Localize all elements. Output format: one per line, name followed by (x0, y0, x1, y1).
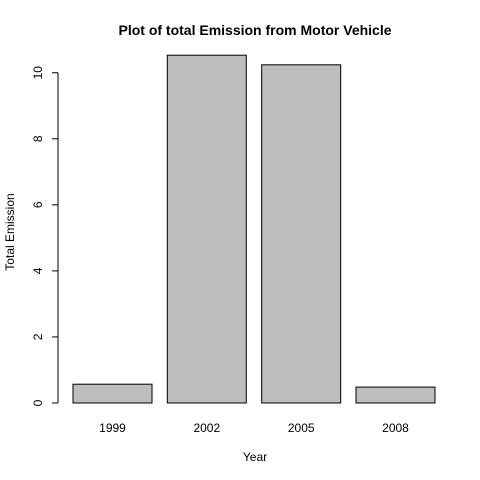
y-tick-label-6: 6 (31, 201, 45, 208)
x-tick-label-2008: 2008 (382, 421, 409, 435)
y-axis-ticks: 0 2 4 6 8 10 (31, 66, 58, 406)
y-axis-label: Total Emission (3, 193, 17, 270)
y-tick-label-8: 8 (31, 135, 45, 142)
x-tick-label-2002: 2002 (193, 421, 220, 435)
x-axis-labels: 1999 2002 2005 2008 (99, 421, 409, 435)
bar-2008 (355, 386, 436, 404)
x-axis-label: Year (243, 450, 267, 464)
bar-1999 (72, 383, 153, 404)
bar-2005 (261, 64, 342, 404)
x-tick-label-1999: 1999 (99, 421, 126, 435)
y-tick-label-2: 2 (31, 333, 45, 340)
y-tick-label-4: 4 (31, 267, 45, 274)
y-tick-label-0: 0 (31, 399, 45, 406)
bar-2002 (166, 54, 247, 404)
bars-group (72, 54, 436, 404)
chart-title: Plot of total Emission from Motor Vehicl… (118, 22, 391, 38)
x-tick-label-2005: 2005 (288, 421, 315, 435)
y-tick-label-10: 10 (31, 66, 45, 80)
